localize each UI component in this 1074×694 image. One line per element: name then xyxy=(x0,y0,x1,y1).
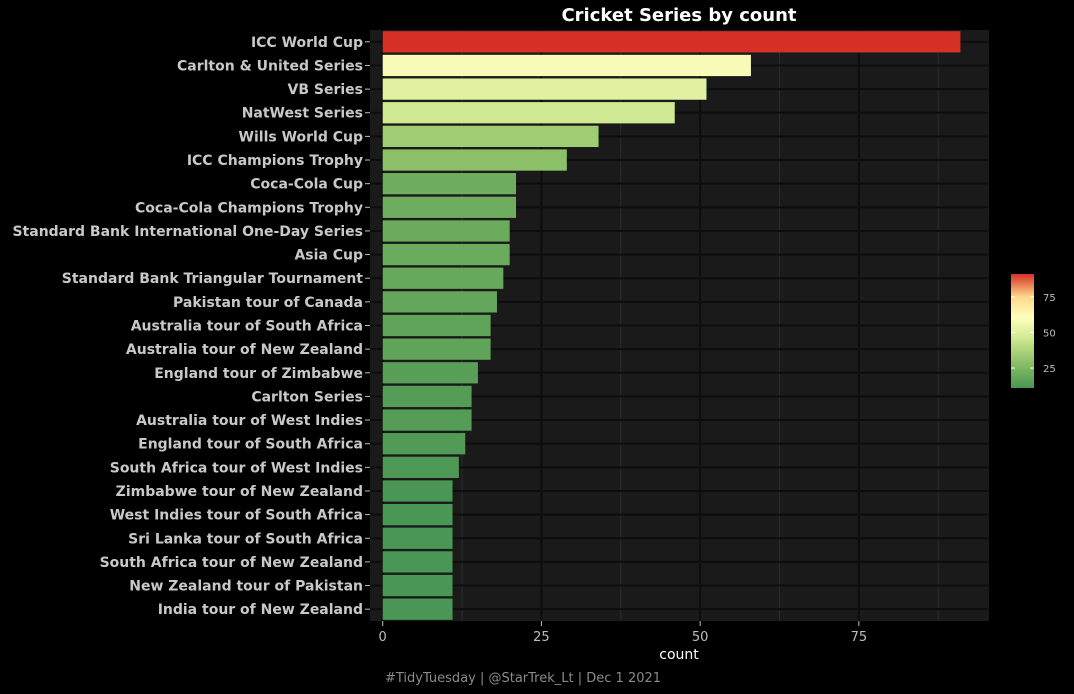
bar xyxy=(382,338,491,360)
legend-ticks: 25 50 75 xyxy=(1011,293,1056,375)
x-axis-label: count xyxy=(659,647,699,663)
category-label: Asia Cup xyxy=(294,248,363,264)
legend-colorbar xyxy=(1011,274,1034,388)
bars xyxy=(382,31,961,620)
category-label: Carlton & United Series xyxy=(177,58,363,74)
category-label: Australia tour of New Zealand xyxy=(126,342,363,358)
x-axis-ticks: 0 25 50 75 xyxy=(379,621,868,645)
category-label: Standard Bank International One-Day Seri… xyxy=(12,224,363,240)
x-tick-label: 75 xyxy=(851,630,868,645)
category-label: Coca-Cola Champions Trophy xyxy=(135,200,363,216)
category-label: VB Series xyxy=(288,82,364,98)
category-label: Australia tour of South Africa xyxy=(131,319,363,335)
category-label: Australia tour of West Indies xyxy=(136,413,363,429)
bar xyxy=(382,31,961,53)
legend-tick-label: 75 xyxy=(1043,293,1056,304)
bar xyxy=(382,54,751,77)
bar xyxy=(382,243,510,266)
bar xyxy=(382,409,472,431)
bar xyxy=(382,456,459,478)
category-label: England tour of South Africa xyxy=(138,437,363,453)
category-label: South Africa tour of West Indies xyxy=(110,460,363,476)
bar xyxy=(382,480,453,502)
x-tick-label: 0 xyxy=(379,630,387,645)
bar xyxy=(382,551,453,573)
category-label: ICC World Cup xyxy=(251,35,363,51)
bar xyxy=(382,433,466,455)
bar xyxy=(382,503,453,526)
legend-tick-label: 25 xyxy=(1043,364,1056,375)
bar xyxy=(382,196,517,218)
category-label: Pakistan tour of Canada xyxy=(173,295,363,311)
bar xyxy=(382,314,491,337)
bar xyxy=(382,173,517,195)
bar xyxy=(382,149,567,171)
bar xyxy=(382,291,497,313)
bar xyxy=(382,125,599,148)
category-label: Zimbabwe tour of New Zealand xyxy=(116,484,363,500)
category-label: England tour of Zimbabwe xyxy=(154,366,363,382)
x-tick-label: 50 xyxy=(692,630,709,645)
x-tick-label: 25 xyxy=(533,630,550,645)
category-label: Standard Bank Triangular Tournament xyxy=(62,271,364,287)
bar xyxy=(382,527,453,549)
category-label: ICC Champions Trophy xyxy=(187,153,363,169)
caption: #TidyTuesday | @StarTrek_Lt | Dec 1 2021 xyxy=(385,671,661,686)
category-label: Coca-Cola Cup xyxy=(250,177,363,193)
color-legend: 25 50 75 xyxy=(1011,274,1056,388)
legend-tick-label: 50 xyxy=(1043,328,1056,339)
category-label: India tour of New Zealand xyxy=(158,602,363,618)
category-label: New Zealand tour of Pakistan xyxy=(129,579,363,595)
category-label: Sri Lanka tour of South Africa xyxy=(128,531,363,547)
chart-title: Cricket Series by count xyxy=(561,5,796,26)
bar xyxy=(382,267,504,289)
bar xyxy=(382,385,472,408)
category-label: Wills World Cup xyxy=(239,129,363,145)
category-label: West Indies tour of South Africa xyxy=(110,508,363,524)
bar xyxy=(382,598,453,620)
bar xyxy=(382,78,707,100)
bar xyxy=(382,362,478,384)
bar xyxy=(382,102,675,124)
category-label: South Africa tour of New Zealand xyxy=(100,555,363,571)
category-label: NatWest Series xyxy=(242,106,363,122)
category-label: Carlton Series xyxy=(251,389,363,405)
bar xyxy=(382,574,453,597)
bar xyxy=(382,220,510,242)
category-labels: ICC World Cup Carlton & United Series VB S… xyxy=(12,35,370,618)
